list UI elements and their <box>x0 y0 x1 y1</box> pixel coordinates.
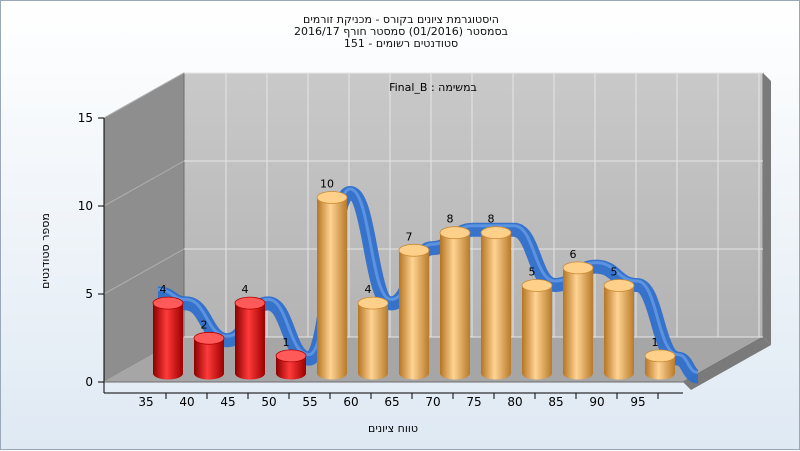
bar-top <box>521 279 553 292</box>
bar-body <box>645 355 675 380</box>
y-tick-label: 15 <box>78 111 93 125</box>
y-axis-title: מספר סטודנטים <box>39 213 52 289</box>
x-tick-label: 85 <box>548 395 563 409</box>
x-ticks: 35 40 45 50 55 60 65 70 75 80 85 90 95 <box>138 393 659 409</box>
bar-body <box>481 232 511 380</box>
bar-top <box>275 349 307 363</box>
x-tick-label: 75 <box>466 395 481 409</box>
bar-body <box>563 267 593 380</box>
gridlines <box>103 72 763 383</box>
y-tick-label: 5 <box>85 287 93 301</box>
x-tick-label: 55 <box>302 395 317 409</box>
bars <box>152 191 676 380</box>
x-tick-label: 80 <box>507 395 522 409</box>
bar-top <box>562 261 594 275</box>
bar-65 <box>398 243 430 380</box>
x-tick-label: 95 <box>630 395 645 409</box>
grid-line-side <box>103 160 185 207</box>
bar-95 <box>644 349 676 380</box>
grid-line-side <box>103 248 185 295</box>
bar-70 <box>439 226 471 380</box>
data-label: 2 <box>201 318 208 331</box>
bar-top <box>398 243 430 257</box>
data-label: 1 <box>652 336 659 349</box>
bar-body <box>604 285 634 380</box>
data-label: 4 <box>365 283 372 296</box>
x-tick-label: 70 <box>425 395 440 409</box>
chart-title-line-3: סטודנטים רשומים - 151 <box>343 37 459 50</box>
bar-45 <box>234 296 266 380</box>
x-tick-label: 65 <box>384 395 399 409</box>
x-axis-title: טווח ציונים <box>368 422 418 435</box>
bar-top <box>193 331 225 345</box>
data-label: 10 <box>320 178 334 191</box>
y-tick-label: 0 <box>85 375 93 389</box>
bar-top <box>603 279 635 292</box>
y-tick-label: 10 <box>78 199 93 213</box>
bar-top <box>480 226 512 240</box>
bar-body <box>522 285 552 380</box>
bar-body <box>317 197 347 380</box>
bar-80 <box>521 279 553 380</box>
data-label: 8 <box>488 213 495 226</box>
bar-40 <box>193 331 225 380</box>
data-label: 4 <box>242 283 249 296</box>
x-tick-label: 90 <box>589 395 604 409</box>
bar-85 <box>562 261 594 380</box>
bar-body <box>194 338 224 380</box>
bar-body <box>276 355 306 380</box>
right-rim <box>763 73 771 345</box>
grid-line-side <box>103 72 185 119</box>
front-rim <box>683 337 771 390</box>
x-tick-label: 45 <box>220 395 235 409</box>
data-label: 5 <box>529 266 536 279</box>
x-tick-label: 40 <box>179 395 194 409</box>
bar-body <box>235 303 265 380</box>
bar-35 <box>152 296 184 380</box>
bar-75 <box>480 226 512 380</box>
bar-50 <box>275 349 307 380</box>
bar-body <box>399 250 429 380</box>
x-tick-label: 50 <box>261 395 276 409</box>
bar-55 <box>316 191 348 380</box>
x-tick-label: 35 <box>138 395 153 409</box>
data-label: 8 <box>447 213 454 226</box>
data-labels: 4 2 4 1 10 4 7 8 8 5 6 5 1 <box>160 178 659 349</box>
bar-body <box>358 303 388 380</box>
data-label: 1 <box>283 336 290 349</box>
data-label: 5 <box>611 266 618 279</box>
axes <box>103 118 683 394</box>
data-label: 6 <box>570 248 577 261</box>
data-label: 7 <box>406 230 413 243</box>
chart-title-line-1: היסטוגרמת ציונים בקורס - מכניקת זורמים <box>303 13 499 26</box>
bar-60 <box>357 296 389 380</box>
data-label: 4 <box>160 283 167 296</box>
bar-top <box>316 191 348 204</box>
chart-annotation: Final_B : במשימה <box>389 81 477 94</box>
bar-top <box>357 296 389 310</box>
bar-top <box>234 296 266 310</box>
y-ticks: 0 5 10 15 <box>78 111 104 389</box>
bar-top <box>644 349 676 363</box>
bar-body <box>440 232 470 380</box>
bar-body <box>153 303 183 380</box>
bar-top <box>152 296 184 310</box>
chart-title-line-2: בסמסטר (01/2016) סמסטר חורף 2016/17 <box>294 25 508 38</box>
x-tick-label: 60 <box>343 395 358 409</box>
bar-top <box>439 226 471 240</box>
bar-90 <box>603 279 635 380</box>
